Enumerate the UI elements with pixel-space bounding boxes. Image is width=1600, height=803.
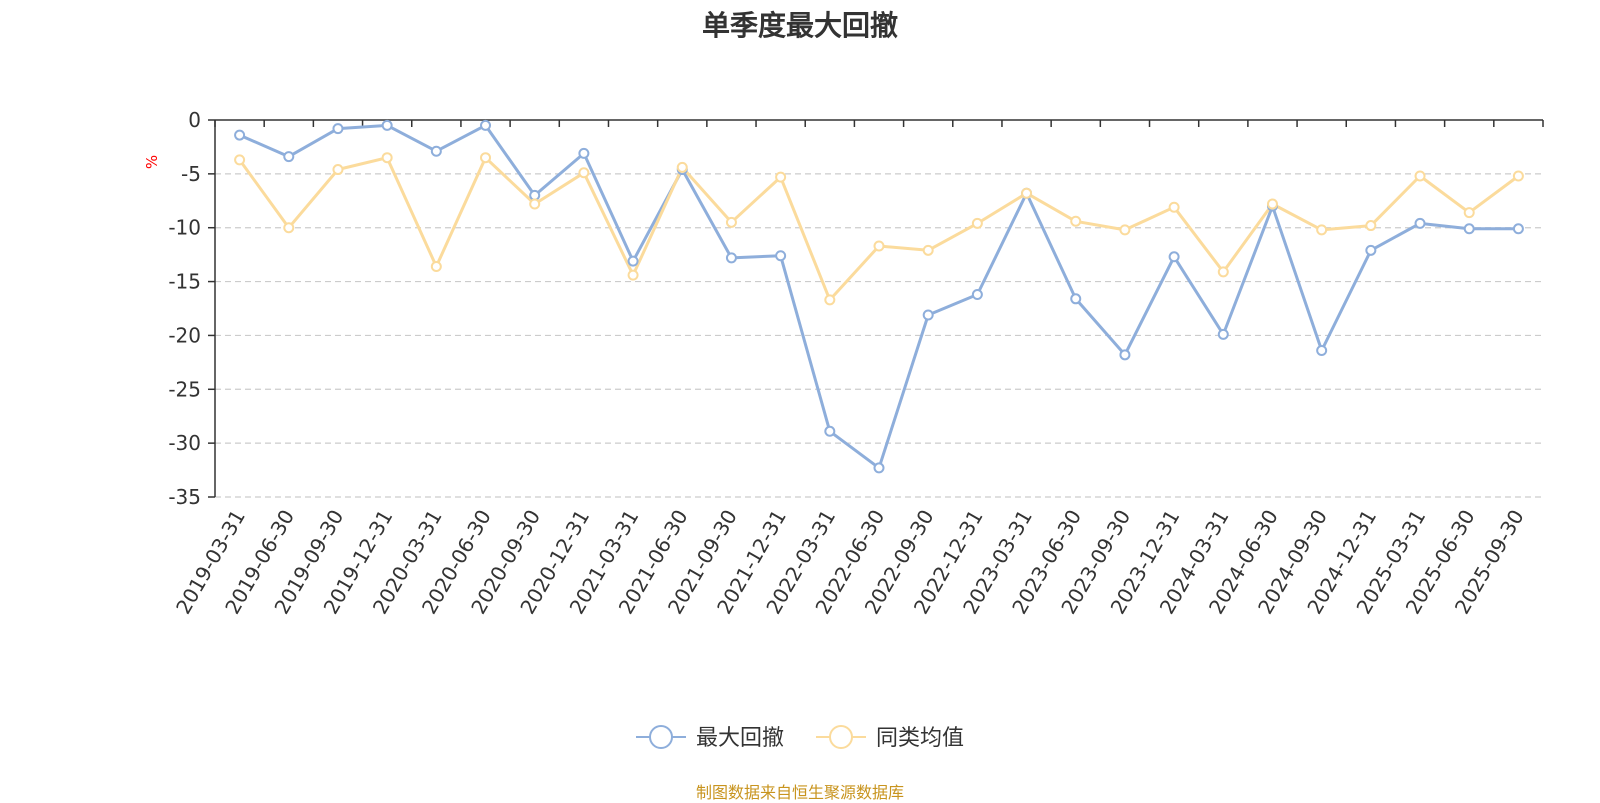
data-point-series-1[interactable]	[578, 147, 590, 159]
y-tick-label: 0	[188, 108, 201, 132]
data-point-series-1[interactable]	[775, 250, 787, 262]
data-point-series-2[interactable]	[1316, 224, 1328, 236]
legend-label: 同类均值	[876, 726, 964, 751]
data-point-series-2[interactable]	[775, 171, 787, 183]
data-point-series-2[interactable]	[1070, 215, 1082, 227]
data-point-series-1[interactable]	[627, 255, 639, 267]
data-point-series-1[interactable]	[1365, 244, 1377, 256]
data-point-series-1[interactable]	[1316, 345, 1328, 357]
data-point-series-2[interactable]	[332, 164, 344, 176]
data-point-series-2[interactable]	[1119, 224, 1131, 236]
data-point-series-1[interactable]	[1463, 223, 1475, 235]
data-point-series-2[interactable]	[381, 152, 393, 164]
y-tick-label: -10	[168, 216, 201, 240]
y-axis-unit: %	[143, 155, 161, 169]
y-tick-label: -35	[168, 485, 201, 509]
data-point-series-1[interactable]	[1512, 223, 1524, 235]
data-point-series-2[interactable]	[627, 269, 639, 281]
data-point-series-2[interactable]	[1266, 198, 1278, 210]
legend-item-1[interactable]: 最大回撤	[636, 725, 784, 751]
data-point-series-2[interactable]	[1463, 207, 1475, 219]
data-point-series-1[interactable]	[971, 288, 983, 300]
data-point-series-1[interactable]	[824, 425, 836, 437]
grid-lines	[215, 173, 1543, 498]
data-point-series-2[interactable]	[725, 216, 737, 228]
data-point-series-2[interactable]	[1217, 266, 1229, 278]
data-point-series-2[interactable]	[971, 217, 983, 229]
data-point-series-1[interactable]	[430, 145, 442, 157]
data-point-series-1[interactable]	[922, 309, 934, 321]
data-point-series-1[interactable]	[480, 119, 492, 131]
data-point-series-2[interactable]	[234, 154, 246, 166]
data-point-series-1[interactable]	[1070, 293, 1082, 305]
source-note: 制图数据来自恒生聚源数据库	[695, 783, 904, 802]
data-point-series-2[interactable]	[676, 161, 688, 173]
data-point-series-1[interactable]	[381, 119, 393, 131]
y-tick-label: -25	[168, 377, 201, 401]
data-point-series-2[interactable]	[578, 167, 590, 179]
data-point-series-1[interactable]	[1168, 251, 1180, 263]
chart-title: 单季度最大回撤	[701, 9, 898, 42]
legend[interactable]: 最大回撤 同类均值	[636, 725, 964, 751]
data-point-series-2[interactable]	[529, 198, 541, 210]
axes: 0-5-10-15-20-25-30-35%2019-03-312019-06-…	[143, 108, 1544, 618]
y-tick-label: -15	[168, 270, 201, 294]
data-point-series-1[interactable]	[1119, 349, 1131, 361]
y-tick-label: -30	[168, 431, 201, 455]
legend-marker-icon	[829, 725, 853, 749]
legend-marker-icon	[649, 725, 673, 749]
data-point-series-1[interactable]	[234, 129, 246, 141]
data-point-series-1[interactable]	[283, 151, 295, 163]
data-point-series-2[interactable]	[1168, 201, 1180, 213]
y-tick-label: -5	[181, 162, 201, 186]
data-point-series-2[interactable]	[824, 294, 836, 306]
data-point-series-2[interactable]	[873, 240, 885, 252]
data-point-series-1[interactable]	[332, 123, 344, 135]
data-point-series-2[interactable]	[430, 260, 442, 272]
data-point-series-2[interactable]	[283, 222, 295, 234]
data-point-series-2[interactable]	[1512, 170, 1524, 182]
data-point-series-2[interactable]	[480, 152, 492, 164]
data-point-series-1[interactable]	[725, 252, 737, 264]
legend-label: 最大回撤	[696, 726, 784, 751]
series-line-1	[238, 123, 1519, 470]
data-point-series-2[interactable]	[1414, 170, 1426, 182]
legend-item-2[interactable]: 同类均值	[816, 725, 964, 751]
data-point-series-1[interactable]	[873, 462, 885, 474]
data-point-series-2[interactable]	[1021, 187, 1033, 199]
data-point-series-1[interactable]	[1217, 328, 1229, 340]
series-lines	[234, 119, 1524, 474]
data-point-series-2[interactable]	[922, 244, 934, 256]
data-point-series-1[interactable]	[1414, 217, 1426, 229]
data-point-series-2[interactable]	[1365, 220, 1377, 232]
y-tick-label: -20	[168, 323, 201, 347]
